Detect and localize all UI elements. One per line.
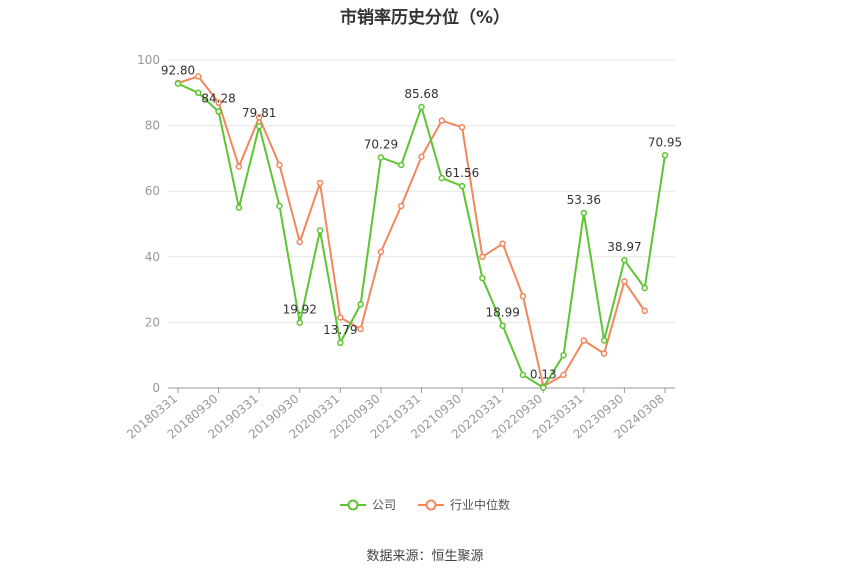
company-point: [215, 108, 222, 115]
industry-point: [418, 153, 425, 161]
industry-point: [499, 240, 506, 247]
legend-company-marker: [339, 499, 366, 510]
company-data-label: 70.29: [364, 137, 398, 151]
company-point: [661, 152, 669, 159]
industry-point: [560, 371, 567, 379]
company-data-label: 18.99: [485, 306, 519, 320]
y-tick-label: 80: [145, 119, 160, 133]
company-point: [418, 103, 425, 111]
company-point: [357, 301, 364, 308]
industry-point: [195, 73, 202, 80]
industry-point: [296, 238, 303, 246]
industry-point: [215, 99, 222, 106]
legend-industry-marker: [418, 499, 444, 510]
company-point: [296, 319, 303, 326]
company-point: [580, 209, 588, 217]
y-tick-label: 0: [152, 381, 160, 395]
industry-point: [621, 278, 628, 285]
company-data-label: 61.56: [445, 166, 479, 180]
industry-point: [600, 350, 608, 357]
company-point: [458, 182, 466, 190]
company-point: [438, 174, 446, 182]
industry-series-line: [177, 75, 646, 388]
company-data-label: 53.36: [567, 193, 601, 207]
company-data-label: 19.92: [283, 303, 317, 317]
legend-company-label: 公司: [371, 498, 396, 512]
industry-point: [255, 114, 263, 121]
industry-point: [458, 123, 466, 131]
company-point: [377, 154, 385, 161]
company-data-label: 79.81: [242, 106, 276, 120]
industry-point: [580, 337, 588, 344]
company-data-label: 92.80: [161, 64, 195, 78]
data-labels: 92.80 84.28 79.81 19.92 13.79 70.29 85.68 61.56…: [161, 64, 682, 382]
company-point: [276, 202, 283, 210]
legend: 公司 行业中位数: [0, 496, 850, 513]
company-point: [519, 371, 527, 379]
industry-point: [337, 314, 344, 321]
industry-point: [235, 163, 243, 170]
y-tick-label: 100: [137, 53, 160, 67]
legend-industry-label: 行业中位数: [450, 498, 511, 512]
y-tick-label: 20: [145, 315, 160, 329]
company-point: [174, 80, 182, 87]
data-source-note: 数据来源：恒生聚源: [366, 549, 484, 564]
company-point: [560, 351, 567, 359]
industry-point: [316, 179, 324, 187]
industry-point: [641, 307, 648, 315]
company-point: [235, 204, 243, 211]
company-data-label: 85.68: [404, 87, 438, 101]
company-data-label: 13.79: [323, 323, 357, 337]
company-point: [540, 384, 547, 391]
company-point: [621, 256, 628, 264]
company-point: [255, 122, 263, 130]
legend-item-company[interactable]: 公司: [339, 496, 396, 513]
y-tick-label: 60: [145, 184, 160, 198]
grid-lines: [168, 59, 675, 323]
company-point: [397, 161, 405, 169]
company-point: [195, 89, 202, 97]
industry-point: [479, 253, 486, 261]
company-point: [641, 284, 648, 292]
company-point: [316, 227, 324, 234]
company-point: [499, 322, 506, 329]
industry-point: [438, 117, 446, 124]
industry-point: [357, 325, 364, 333]
company-data-label: 84.28: [201, 92, 235, 106]
industry-point: [397, 202, 405, 210]
industry-point: [519, 292, 527, 300]
industry-point: [377, 248, 385, 256]
company-data-label: 0.13: [530, 368, 557, 382]
company-data-label: 70.95: [648, 135, 682, 149]
axes: 0204060801002018033120180930201903312019…: [124, 53, 675, 442]
legend-item-industry[interactable]: 行业中位数: [418, 496, 510, 513]
series-lines: [174, 73, 669, 391]
company-point: [337, 339, 344, 347]
company-point: [479, 274, 486, 282]
company-data-label: 38.97: [607, 240, 641, 254]
industry-point: [276, 161, 283, 169]
y-tick-label: 40: [145, 250, 160, 264]
chart-title: 市销率历史分位（%）: [339, 8, 511, 28]
company-point: [600, 337, 608, 344]
company-series-line: [177, 82, 666, 389]
